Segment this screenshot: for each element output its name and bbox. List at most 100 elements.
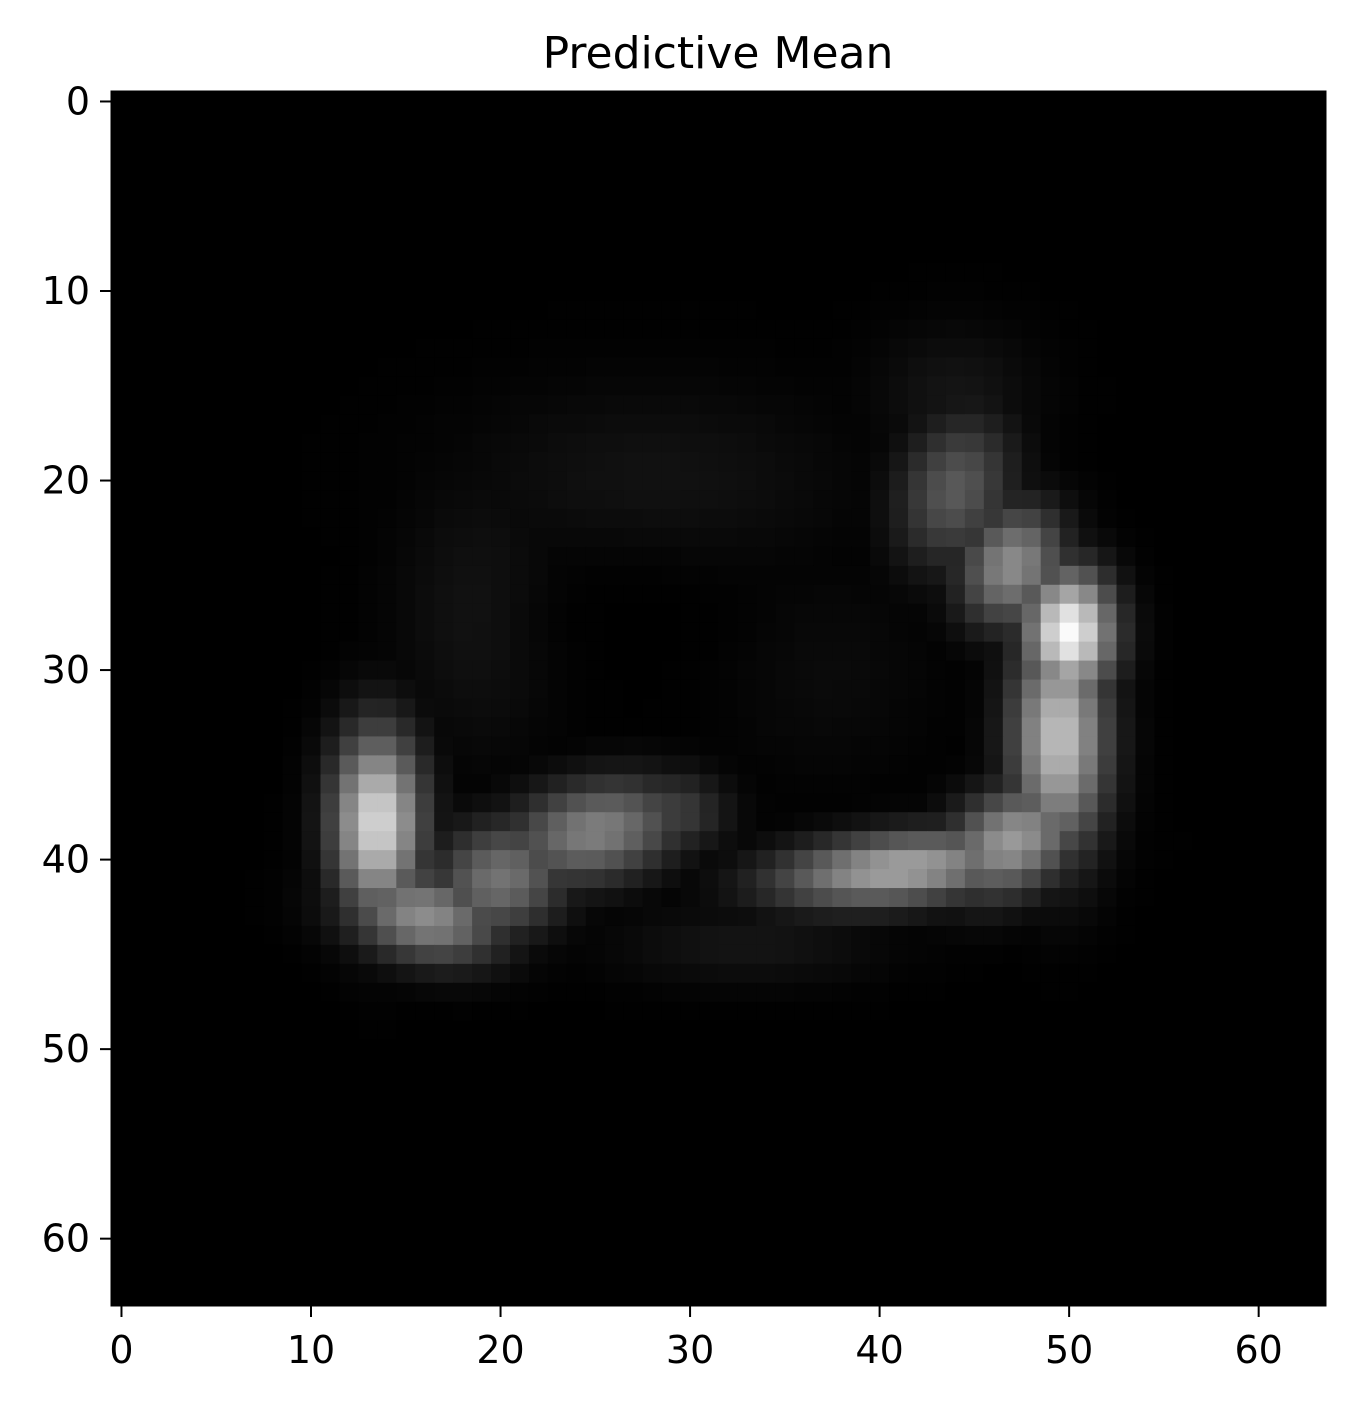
heatmap-cell [1021, 1210, 1042, 1230]
heatmap-cell [434, 414, 454, 434]
heatmap-cell [1268, 452, 1288, 472]
heatmap-cell [339, 1096, 359, 1117]
heatmap-cell [1192, 414, 1212, 434]
heatmap-cell [1040, 1039, 1061, 1060]
heatmap-cell [320, 831, 341, 851]
heatmap-cell [320, 774, 341, 794]
heatmap-cell [130, 850, 151, 870]
heatmap-cell [680, 584, 701, 605]
heatmap-cell [396, 527, 416, 548]
heatmap-cell [566, 888, 587, 908]
heatmap-cell [1040, 110, 1061, 131]
heatmap-cell [206, 1096, 227, 1117]
heatmap-cell [528, 660, 549, 681]
heatmap-cell [661, 679, 682, 700]
heatmap-cell [566, 129, 587, 150]
heatmap-cell [699, 774, 720, 794]
heatmap-cell [244, 622, 265, 643]
heatmap-cell [1078, 1134, 1099, 1154]
heatmap-cell [718, 584, 739, 605]
heatmap-cell [566, 1248, 587, 1268]
heatmap-cell [1287, 319, 1307, 339]
heatmap-cell [339, 869, 359, 889]
heatmap-cell [718, 717, 739, 737]
heatmap-cell [206, 300, 227, 321]
heatmap-cell [775, 603, 795, 624]
heatmap-cell [775, 1077, 795, 1098]
heatmap-cell [358, 660, 378, 681]
heatmap-cell [566, 944, 587, 965]
heatmap-cell [547, 1020, 568, 1041]
heatmap-cell [472, 584, 492, 605]
heatmap-cell [775, 963, 795, 984]
heatmap-cell [1059, 414, 1080, 434]
heatmap-cell [187, 129, 208, 150]
heatmap-cell [1154, 546, 1174, 567]
heatmap-cell [1192, 660, 1212, 681]
heatmap-cell [472, 110, 492, 131]
heatmap-cell [566, 622, 587, 643]
heatmap-cell [718, 660, 739, 681]
heatmap-cell [1287, 110, 1307, 131]
heatmap-cell [813, 1039, 833, 1060]
heatmap-cell [889, 774, 909, 794]
heatmap-cell [737, 1020, 757, 1041]
heatmap-cell [945, 1096, 966, 1117]
heatmap-cell [661, 1039, 682, 1060]
heatmap-cell [528, 603, 549, 624]
heatmap-cell [623, 395, 644, 415]
heatmap-cell [547, 167, 568, 188]
heatmap-cell [832, 944, 852, 965]
heatmap-cell [1230, 1172, 1250, 1192]
heatmap-cell [604, 527, 625, 548]
heatmap-cell [813, 888, 833, 908]
heatmap-cell [566, 641, 587, 662]
heatmap-cell [168, 224, 189, 245]
heatmap-cell [585, 888, 606, 908]
heatmap-cell [1230, 186, 1250, 207]
heatmap-cell [168, 717, 189, 737]
heatmap-cell [926, 452, 947, 472]
heatmap-cell [1116, 1153, 1137, 1173]
heatmap-cell [1249, 1229, 1269, 1249]
heatmap-cell [168, 1039, 189, 1060]
heatmap-cell [756, 527, 776, 548]
heatmap-cell [699, 527, 720, 548]
heatmap-cell [168, 1210, 189, 1230]
heatmap-cell [813, 906, 833, 927]
heatmap-cell [832, 471, 852, 491]
heatmap-cell [889, 110, 909, 131]
heatmap-cell [1268, 129, 1288, 150]
heatmap-cell [1135, 1172, 1156, 1192]
heatmap-cell [1040, 186, 1061, 207]
heatmap-cell [1268, 376, 1288, 396]
heatmap-cell [585, 698, 606, 719]
heatmap-cell [320, 167, 341, 188]
heatmap-cell [1021, 736, 1042, 756]
heatmap-cell [718, 1096, 739, 1117]
heatmap-cell [604, 1286, 625, 1306]
heatmap-cell [225, 262, 246, 283]
heatmap-cell [718, 319, 739, 339]
heatmap-cell [130, 243, 151, 264]
heatmap-cell [1059, 1020, 1080, 1041]
heatmap-cell [472, 1172, 492, 1192]
heatmap-cell [528, 110, 549, 131]
heatmap-cell [775, 471, 795, 491]
heatmap-cell [263, 243, 284, 264]
heatmap-cell [1002, 869, 1023, 889]
heatmap-cell [680, 679, 701, 700]
heatmap-cell [604, 471, 625, 491]
heatmap-cell [585, 812, 606, 832]
heatmap-cell [661, 774, 682, 794]
heatmap-cell [585, 1191, 606, 1211]
heatmap-cell [320, 1248, 341, 1268]
heatmap-cell [1192, 641, 1212, 662]
heatmap-cell [737, 755, 757, 775]
heatmap-cell [244, 471, 265, 491]
heatmap-cell [908, 1248, 928, 1268]
heatmap-cell [926, 565, 947, 586]
heatmap-cell [320, 300, 341, 321]
heatmap-cell [244, 1020, 265, 1041]
heatmap-cell [358, 831, 378, 851]
